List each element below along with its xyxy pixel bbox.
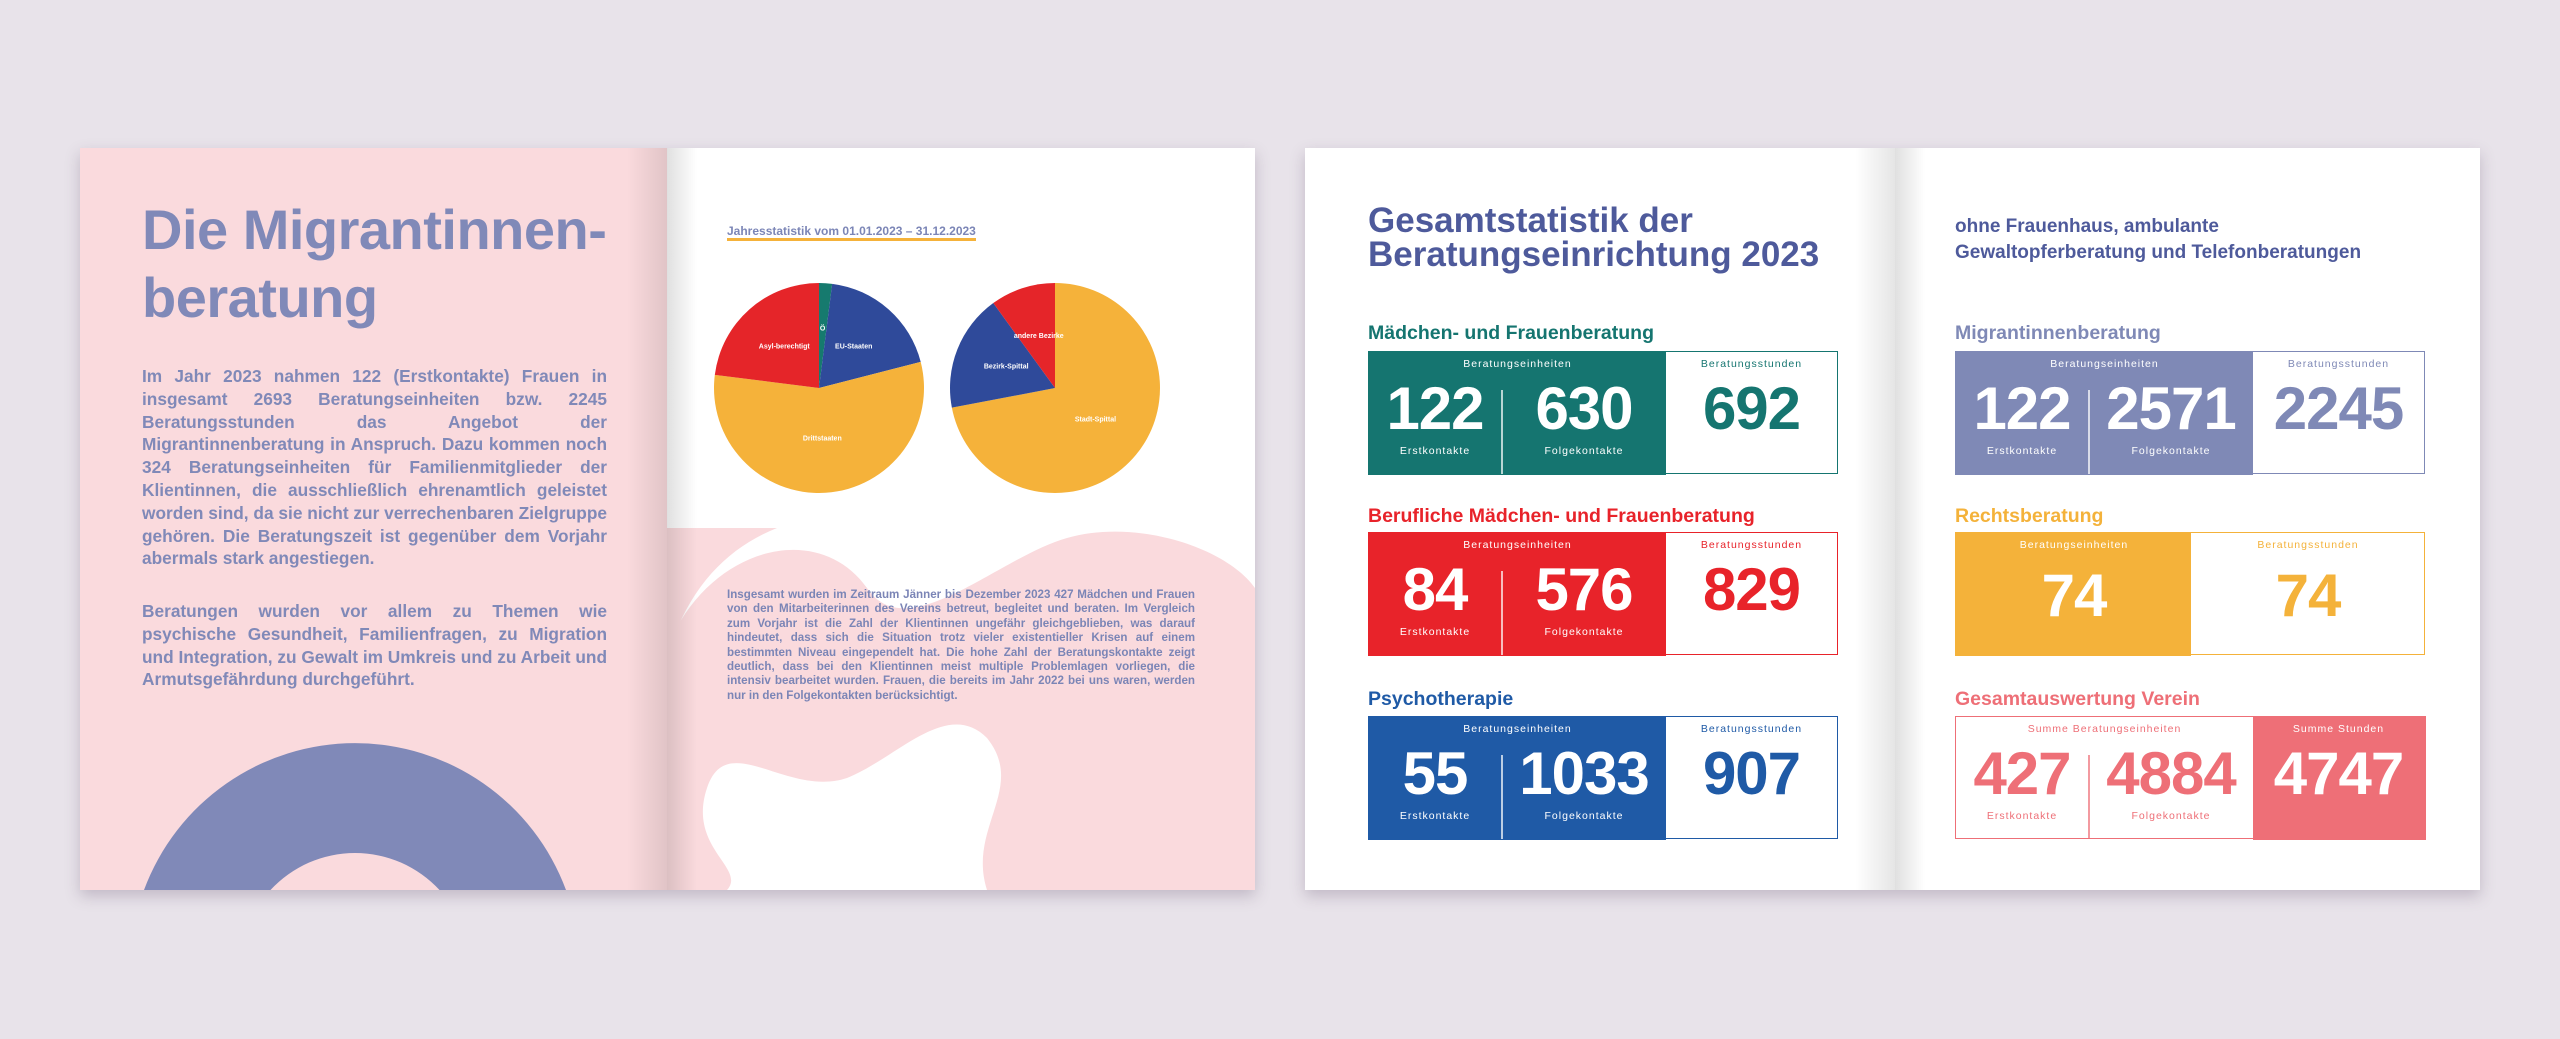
stunden-value: 829 — [1702, 556, 1801, 623]
einheiten-panel — [1954, 350, 2253, 475]
title-line: Gesamtstatistik der — [1368, 201, 1693, 240]
section-heading: Rechtsberatung — [1955, 505, 2104, 527]
section-heading: Psychotherapie — [1368, 688, 1514, 710]
section-heading: Migrantinnenberatung — [1955, 322, 2161, 344]
folgekontakte-label: Folgekontakte — [1544, 626, 1624, 638]
pie-slice-label: Ö — [820, 323, 826, 332]
stunden-value: 2245 — [2273, 375, 2404, 442]
page-title: Die Migrantinnen-beratung — [142, 196, 607, 332]
divider — [2088, 390, 2090, 474]
stunden-value: 692 — [1702, 375, 1801, 442]
pie-chart-origin: Ö EU-Staaten Drittstaaten Asyl-berechtigt — [714, 283, 924, 493]
stat-box: Summe Beratungseinheiten 427 4884 Erstkonta… — [1955, 715, 2426, 840]
pie-slice — [819, 283, 921, 388]
pie-slice — [819, 283, 833, 388]
erstkontakte-value: 427 — [1973, 740, 2071, 807]
folgekontakte-value: 576 — [1535, 556, 1633, 623]
stunden-label: Beratungsstunden — [2287, 358, 2390, 370]
erstkontakte-value: 122 — [1973, 375, 2071, 442]
pie-slice-label: EU-Staaten — [835, 344, 872, 351]
einheiten-label: Summe Beratungseinheiten — [2027, 723, 2182, 735]
erstkontakte-label: Erstkontakte — [1986, 445, 2058, 457]
title-line: Die Migrantinnen- — [142, 198, 607, 261]
einheiten-label: Beratungseinheiten — [2019, 539, 2129, 551]
section-heading: Gesamtauswertung Verein — [1955, 688, 2200, 710]
right-spread: Gesamtstatistik der Beratungseinrichtung … — [1305, 148, 2480, 890]
pie-slice — [993, 283, 1055, 388]
erstkontakte-label: Erstkontakte — [1399, 445, 1471, 457]
stunden-label: Beratungsstunden — [1700, 539, 1803, 551]
page-more-statistics: ohne Frauenhaus, ambulante Gewaltopferber… — [1895, 148, 2480, 890]
stat-box: Beratungseinheiten 122 2571 Erstkontakte Fol… — [1954, 350, 2425, 475]
einheiten-label: Beratungseinheiten — [1463, 539, 1572, 551]
statistics-heading: Jahresstatistik vom 01.01.2023 – 31.12.2… — [727, 224, 976, 241]
pie-slice — [951, 283, 1160, 493]
stunden-label: Beratungsstunden — [1700, 358, 1803, 370]
stat-box: Beratungseinheiten 122 630 Erstkontakte Folg… — [1367, 350, 1838, 475]
einheiten-panel — [1367, 715, 1666, 840]
erstkontakte-label: Erstkontakte — [1399, 626, 1471, 638]
stunden-label: Beratungsstunden — [1700, 723, 1803, 735]
einheiten-label: Beratungseinheiten — [1463, 358, 1572, 370]
pie-slice-label: Drittstaaten — [803, 435, 842, 442]
folgekontakte-value: 4884 — [2106, 740, 2236, 807]
subtitle-line: ohne Frauenhaus, ambulante — [1955, 216, 2219, 237]
divider — [1501, 571, 1503, 655]
erstkontakte-value: 122 — [1386, 375, 1484, 442]
stunden-panel — [2253, 715, 2426, 840]
title-line: beratung — [142, 266, 378, 329]
decorative-arc — [144, 743, 566, 890]
page-overall-statistics: Gesamtstatistik der Beratungseinrichtung … — [1305, 148, 1895, 890]
left-spread: Die Migrantinnen-beratung Im Jahr 2023 n… — [80, 148, 1255, 890]
pie-slice — [950, 303, 1055, 408]
subtitle-line: Gewaltopferberatung und Telefonberatunge… — [1955, 242, 2362, 263]
pie-slice-label: andere Bezirke — [1014, 333, 1064, 340]
subtitle: ohne Frauenhaus, ambulante Gewaltopferber… — [1955, 214, 2361, 266]
pie-slice-label: Asyl-berechtigt — [759, 344, 811, 351]
erstkontakte-label: Erstkontakte — [1986, 810, 2058, 822]
erstkontakte-value: 55 — [1402, 740, 1469, 807]
stunden-value: 907 — [1702, 740, 1801, 807]
einheiten-value: 74 — [2041, 562, 2108, 629]
pie-chart-residence: Stadt-Spittal Bezirk-Spittal andere Bezirk… — [950, 283, 1160, 493]
folgekontakte-label: Folgekontakte — [1544, 445, 1624, 457]
title-line: Beratungseinrichtung 2023 — [1368, 235, 1820, 274]
einheiten-label: Beratungseinheiten — [2050, 358, 2159, 370]
page-statistics: Jahresstatistik vom 01.01.2023 – 31.12.2… — [667, 148, 1255, 890]
folgekontakte-value: 2571 — [2106, 375, 2236, 442]
einheiten-panel — [1367, 531, 1666, 656]
decorative-blobs — [667, 528, 1255, 890]
einheiten-label: Beratungseinheiten — [1463, 723, 1572, 735]
pie-slice — [714, 283, 819, 388]
stunden-label: Beratungsstunden — [2257, 539, 2359, 551]
divider — [1501, 390, 1503, 474]
pie-slice — [714, 361, 924, 493]
page-title: Gesamtstatistik der Beratungseinrichtung … — [1368, 201, 1820, 274]
divider — [1501, 755, 1503, 839]
page-migrantinnenberatung: Die Migrantinnen-beratung Im Jahr 2023 n… — [80, 148, 667, 890]
intro-paragraph: Im Jahr 2023 nahmen 122 (Erstkontakte) F… — [142, 366, 607, 569]
folgekontakte-value: 630 — [1535, 375, 1633, 442]
stat-box: Beratungseinheiten 84 576 Erstkontakte Folge… — [1367, 531, 1838, 656]
folgekontakte-label: Folgekontakte — [1544, 810, 1624, 822]
stunden-label: Summe Stunden — [2292, 723, 2385, 735]
stunden-value: 74 — [2275, 562, 2342, 629]
section-heading: Berufliche Mädchen- und Frauenberatung — [1368, 505, 1755, 527]
stat-box: Beratungseinheiten 55 1033 Erstkontakte Folg… — [1367, 715, 1838, 840]
erstkontakte-label: Erstkontakte — [1399, 810, 1471, 822]
einheiten-panel — [1367, 350, 1666, 475]
erstkontakte-value: 84 — [1402, 556, 1469, 623]
stunden-value: 4747 — [2273, 740, 2404, 807]
folgekontakte-value: 1033 — [1519, 740, 1649, 807]
pie-slice-label: Stadt-Spittal — [1075, 416, 1116, 423]
divider — [2088, 755, 2090, 839]
topics-paragraph: Beratungen wurden vor allem zu Themen wi… — [142, 601, 608, 690]
einheiten-panel — [1954, 531, 2191, 656]
folgekontakte-label: Folgekontakte — [2131, 445, 2211, 457]
summary-text: Insgesamt wurden im Zeitraum Jänner bis … — [727, 588, 1195, 702]
stat-box: Beratungseinheiten 74 Beratungsstunden 74 — [1954, 531, 2425, 656]
pie-slice-label: Bezirk-Spittal — [984, 364, 1029, 371]
section-heading: Mädchen- und Frauenberatung — [1368, 322, 1655, 344]
folgekontakte-label: Folgekontakte — [2131, 810, 2211, 822]
